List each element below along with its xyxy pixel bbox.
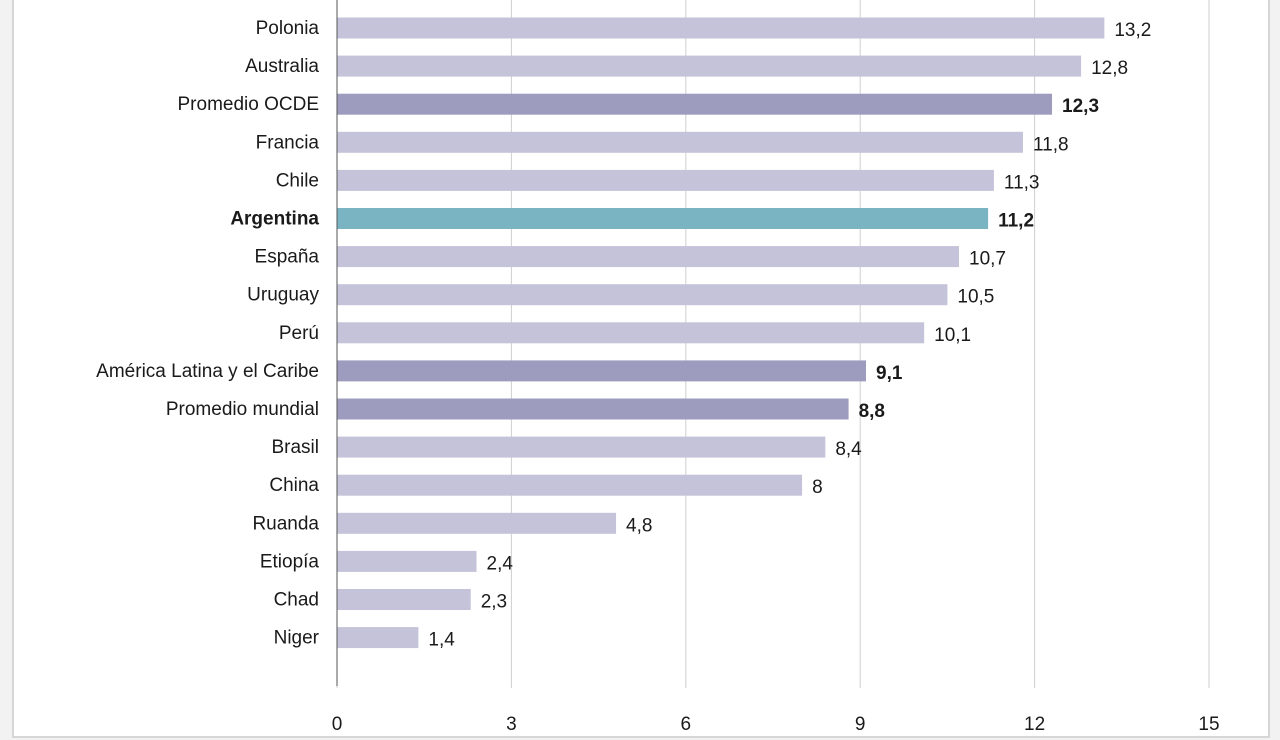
x-tick-label: 3 xyxy=(506,714,517,735)
bar-uruguay xyxy=(337,284,948,306)
value-label: 12,3 xyxy=(1062,96,1099,117)
labels: Polonia 13,2 Australia 12,8 Promedio OCDE 12,… xyxy=(96,18,1151,651)
category-label: Promedio OCDE xyxy=(178,94,320,115)
category-label: Polonia xyxy=(256,18,320,39)
category-label: Brasil xyxy=(271,437,319,458)
bar-chart: Polonia 13,2 Australia 12,8 Promedio OCDE 12,… xyxy=(96,0,1220,735)
x-tick-label: 6 xyxy=(681,714,692,735)
value-label: 10,7 xyxy=(969,249,1006,270)
value-label: 2,4 xyxy=(487,553,514,574)
category-label: Etiopía xyxy=(260,551,320,572)
value-label: 9,1 xyxy=(876,363,903,384)
category-label: Chile xyxy=(276,170,319,191)
category-label: Ruanda xyxy=(252,513,319,534)
category-label: Argentina xyxy=(230,209,319,230)
value-label: 11,8 xyxy=(1033,134,1069,155)
bar-promedio-mundial xyxy=(337,398,849,420)
category-label: Francia xyxy=(256,132,320,153)
bar-polonia xyxy=(337,17,1105,39)
x-tick-label: 9 xyxy=(855,714,866,735)
value-label: 8,4 xyxy=(835,439,862,460)
value-label: 8,8 xyxy=(859,401,885,422)
value-label: 4,8 xyxy=(626,515,652,536)
bar-am-rica-latina-y-el-caribe xyxy=(337,360,867,382)
bar-etiop-a xyxy=(337,550,477,572)
value-label: 2,3 xyxy=(481,592,507,613)
value-label: 11,3 xyxy=(1004,172,1040,193)
x-tick-label: 12 xyxy=(1024,714,1045,735)
bar-argentina xyxy=(337,208,989,229)
value-label: 10,1 xyxy=(934,325,971,346)
value-label: 11,2 xyxy=(998,211,1034,232)
category-label: Niger xyxy=(274,628,320,649)
bar-australia xyxy=(337,55,1082,77)
x-tick-label: 15 xyxy=(1198,714,1219,735)
bar-espa-a xyxy=(337,246,960,268)
bar-ruanda xyxy=(337,512,617,534)
value-label: 1,4 xyxy=(428,630,455,651)
category-label: Australia xyxy=(245,56,319,77)
bar-niger xyxy=(337,627,419,649)
bar-per- xyxy=(337,322,925,344)
category-label: España xyxy=(255,247,320,268)
bar-promedio-ocde xyxy=(337,93,1053,115)
category-label: Perú xyxy=(279,323,319,344)
category-label: Promedio mundial xyxy=(166,399,319,420)
category-label: China xyxy=(269,475,319,496)
value-label: 12,8 xyxy=(1091,58,1128,79)
bar-brasil xyxy=(337,436,826,458)
bar-chile xyxy=(337,169,994,191)
category-label: América Latina y el Caribe xyxy=(96,361,319,382)
value-label: 10,5 xyxy=(957,287,994,308)
value-label: 13,2 xyxy=(1114,20,1151,41)
bar-chad xyxy=(337,589,471,610)
chart-frame: Polonia 13,2 Australia 12,8 Promedio OCDE 12,… xyxy=(12,0,1270,738)
bar-francia xyxy=(337,131,1023,153)
category-label: Uruguay xyxy=(247,285,319,306)
bar-china xyxy=(337,474,803,496)
category-label: Chad xyxy=(274,590,319,611)
bars xyxy=(337,17,1105,649)
x-tick-label: 0 xyxy=(332,714,343,735)
value-label: 8 xyxy=(812,477,823,498)
